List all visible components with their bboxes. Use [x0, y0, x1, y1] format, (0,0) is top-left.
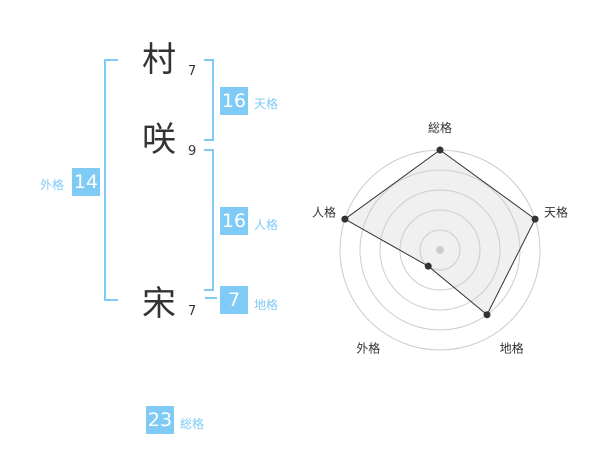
- chikaku-label: 地格: [254, 298, 279, 312]
- radar-point-2: [483, 311, 491, 319]
- jinkaku-label: 人格: [254, 218, 279, 232]
- radar-ring: [419, 229, 461, 271]
- name-char-1: 村: [142, 40, 176, 80]
- gaikaku-value: 14: [72, 168, 100, 196]
- chikaku-value: 7: [220, 286, 248, 314]
- radar-outline: [343, 149, 536, 316]
- radar-point-1: [531, 215, 539, 223]
- radar-axis-label: 外格: [356, 341, 380, 356]
- tenkaku-value: 16: [220, 87, 248, 115]
- stroke-count-3: 7: [188, 304, 197, 319]
- jinkaku-bracket: [204, 149, 214, 291]
- radar-axis-label: 人格: [312, 204, 336, 219]
- gaikaku-label: 外格: [40, 178, 65, 192]
- soukaku-value: 23: [146, 406, 174, 434]
- tenkaku-label: 天格: [254, 97, 279, 111]
- radar-point-3: [424, 262, 432, 270]
- stroke-count-1: 7: [188, 64, 197, 79]
- name-char-3: 宋: [142, 284, 176, 324]
- soukaku-label: 総格: [180, 417, 205, 431]
- radar-center-dot: [436, 246, 444, 254]
- radar-axis-label: 天格: [544, 204, 568, 219]
- radar-ring: [379, 189, 501, 311]
- radar-point-0: [436, 146, 444, 154]
- radar-axis-label: 地格: [500, 341, 524, 356]
- radar-point-4: [341, 215, 349, 223]
- jinkaku-value: 16: [220, 207, 248, 235]
- radar-area: [344, 150, 536, 315]
- stroke-count-2: 9: [188, 144, 197, 159]
- tenkaku-bracket: [204, 59, 214, 141]
- name-char-2: 咲: [142, 120, 176, 160]
- radar-axis-label: 総格: [428, 120, 452, 135]
- gaikaku-bracket: [104, 59, 118, 301]
- chikaku-connector: [205, 297, 217, 299]
